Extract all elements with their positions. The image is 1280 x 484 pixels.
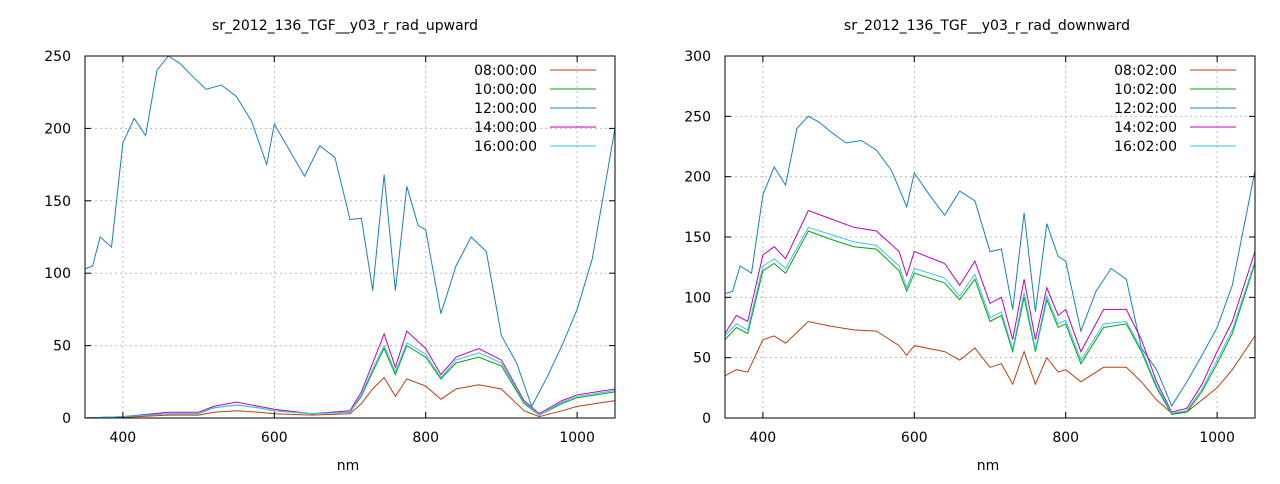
- ticks: 400 600 800 1000 0 50 100 150 200 250: [44, 49, 615, 446]
- legend: 08:02:00 10:02:00 12:02:00 14:02:00 16:02:00: [1114, 63, 1236, 155]
- chart-title: sr_2012_136_TGF__y03_r_rad_upward: [212, 18, 478, 34]
- legend-label: 10:02:00: [1114, 82, 1177, 98]
- series-line-16: [724, 226, 1256, 414]
- series-line-08: [724, 320, 1256, 414]
- x-tick-label: 400: [109, 430, 136, 446]
- chart-downward-svg: sr_2012_136_TGF__y03_r_rad_downward 400 6…: [684, 18, 1256, 474]
- series-line-12: [84, 55, 616, 408]
- series-line-10: [84, 344, 616, 419]
- x-tick-label: 1000: [559, 430, 595, 446]
- ticks: 400 600 800 1000 0 50 100 150 200 250 300: [684, 49, 1255, 446]
- legend-label: 12:02:00: [1114, 101, 1177, 117]
- series-line-14: [84, 330, 616, 419]
- y-tick-label: 250: [44, 49, 71, 65]
- series-lines: [84, 55, 616, 419]
- chart-downward: sr_2012_136_TGF__y03_r_rad_downward 400 6…: [640, 0, 1280, 480]
- y-tick-label: 100: [44, 266, 71, 282]
- x-axis-label: nm: [977, 458, 1000, 474]
- series-line-08: [84, 376, 616, 419]
- grid: [725, 56, 1255, 418]
- y-tick-label: 150: [44, 194, 71, 210]
- x-tick-label: 1000: [1199, 430, 1235, 446]
- y-tick-label: 0: [702, 411, 711, 427]
- y-tick-label: 150: [684, 230, 711, 246]
- legend-label: 08:02:00: [1114, 63, 1177, 79]
- legend-label: 10:00:00: [474, 82, 537, 98]
- series-lines: [724, 115, 1256, 415]
- legend-label: 16:02:00: [1114, 139, 1177, 155]
- x-tick-label: 800: [412, 430, 439, 446]
- x-axis-label: nm: [337, 458, 360, 474]
- legend-label: 08:00:00: [474, 63, 537, 79]
- chart-upward: sr_2012_136_TGF__y03_r_rad_upward 400 600…: [0, 0, 640, 480]
- series-line-10: [724, 230, 1256, 415]
- series-line-14: [724, 209, 1256, 413]
- legend-label: 14:02:00: [1114, 120, 1177, 136]
- series-line-16: [84, 341, 616, 419]
- x-tick-label: 800: [1052, 430, 1079, 446]
- y-tick-label: 200: [684, 170, 711, 186]
- x-tick-label: 600: [261, 430, 288, 446]
- y-tick-label: 200: [44, 121, 71, 137]
- y-tick-label: 50: [53, 339, 71, 355]
- y-tick-label: 250: [684, 109, 711, 125]
- grid: [85, 56, 615, 418]
- legend-label: 16:00:00: [474, 139, 537, 155]
- x-tick-label: 400: [749, 430, 776, 446]
- plot-frame: [84, 55, 616, 419]
- y-tick-label: 300: [684, 49, 711, 65]
- series-line-12: [724, 115, 1256, 407]
- y-tick-label: 50: [693, 351, 711, 367]
- x-tick-label: 600: [901, 430, 928, 446]
- y-tick-label: 100: [684, 290, 711, 306]
- legend-label: 12:00:00: [474, 101, 537, 117]
- y-tick-label: 0: [62, 411, 71, 427]
- legend: 08:00:00 10:00:00 12:00:00 14:00:00 16:00:00: [474, 63, 596, 155]
- legend-label: 14:00:00: [474, 120, 537, 136]
- chart-upward-svg: sr_2012_136_TGF__y03_r_rad_upward 400 600…: [44, 18, 616, 474]
- chart-title: sr_2012_136_TGF__y03_r_rad_downward: [844, 18, 1130, 34]
